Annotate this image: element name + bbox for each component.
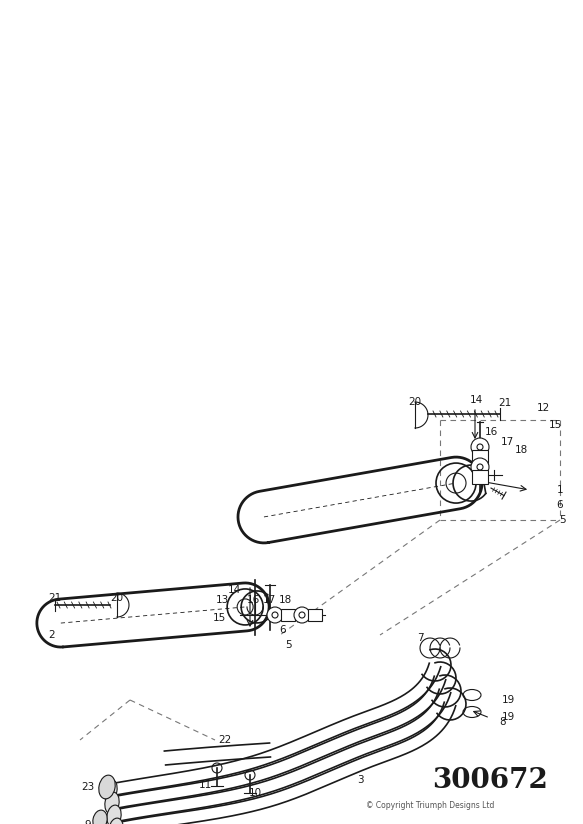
Ellipse shape <box>107 805 121 824</box>
Text: 9: 9 <box>85 820 92 824</box>
Circle shape <box>471 438 489 456</box>
Text: 21: 21 <box>498 398 512 408</box>
Text: 23: 23 <box>82 782 94 792</box>
Text: 21: 21 <box>48 593 62 603</box>
Ellipse shape <box>103 780 117 801</box>
Circle shape <box>267 607 283 623</box>
Text: 300672: 300672 <box>432 766 548 794</box>
Text: 2: 2 <box>49 630 55 640</box>
Text: 15: 15 <box>549 420 561 430</box>
Text: 14: 14 <box>227 585 241 595</box>
Text: 17: 17 <box>500 437 514 447</box>
Text: 7: 7 <box>417 633 423 643</box>
Text: 12: 12 <box>536 403 550 413</box>
Bar <box>472 470 488 484</box>
Ellipse shape <box>105 792 119 814</box>
Bar <box>472 450 488 464</box>
Text: 3: 3 <box>357 775 363 785</box>
Text: 6: 6 <box>280 625 286 635</box>
Text: 13: 13 <box>215 595 229 605</box>
Text: 19: 19 <box>501 695 515 705</box>
Bar <box>281 609 295 621</box>
Text: 5: 5 <box>560 515 566 525</box>
Text: © Copyright Triumph Designs Ltd: © Copyright Triumph Designs Ltd <box>366 800 494 809</box>
Ellipse shape <box>93 810 107 824</box>
Text: 20: 20 <box>110 593 124 603</box>
Ellipse shape <box>109 818 123 824</box>
Ellipse shape <box>99 775 115 798</box>
Text: 17: 17 <box>262 595 276 605</box>
Text: 10: 10 <box>248 788 262 798</box>
Text: 14: 14 <box>469 395 483 405</box>
Text: 11: 11 <box>198 780 212 790</box>
Text: 5: 5 <box>285 640 292 650</box>
Text: 19: 19 <box>501 712 515 722</box>
Text: 16: 16 <box>484 427 498 437</box>
Text: 18: 18 <box>514 445 528 455</box>
Text: 1: 1 <box>557 485 563 495</box>
Circle shape <box>294 607 310 623</box>
Circle shape <box>471 458 489 476</box>
Text: 22: 22 <box>219 735 231 745</box>
Text: 20: 20 <box>409 397 422 407</box>
Text: 16: 16 <box>247 595 259 605</box>
Text: 15: 15 <box>212 613 226 623</box>
Bar <box>308 609 322 621</box>
Text: 6: 6 <box>557 500 563 510</box>
Text: 18: 18 <box>278 595 292 605</box>
Text: 8: 8 <box>500 717 506 727</box>
